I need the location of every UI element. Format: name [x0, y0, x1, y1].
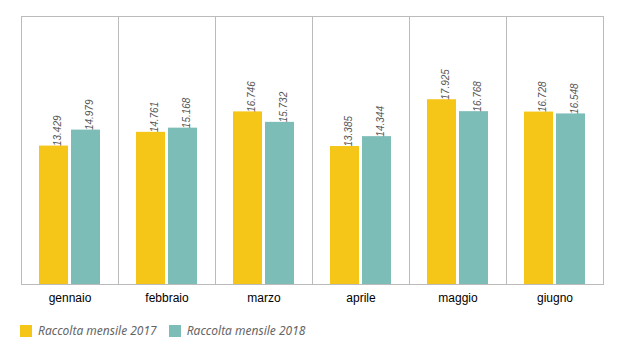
svg-text:aprile: aprile: [346, 291, 376, 305]
svg-text:14.979: 14.979: [84, 99, 95, 130]
svg-text:15.732: 15.732: [278, 91, 289, 122]
svg-text:13.385: 13.385: [343, 116, 354, 147]
svg-text:16.728: 16.728: [537, 81, 548, 112]
svg-text:marzo: marzo: [247, 291, 281, 305]
svg-text:16.548: 16.548: [569, 83, 580, 114]
svg-text:febbraio: febbraio: [145, 291, 189, 305]
svg-text:13.429: 13.429: [52, 115, 63, 146]
html-text:Raccolta mensile 2018: Raccolta mensile 2018: [186, 322, 306, 339]
svg-text:14.344: 14.344: [375, 106, 386, 137]
svg-text:16.768: 16.768: [472, 81, 483, 112]
svg-text:maggio: maggio: [438, 291, 478, 305]
svg-text:16.746: 16.746: [246, 81, 257, 112]
html-text:Raccolta mensile 2017: Raccolta mensile 2017: [38, 322, 157, 339]
svg-text:giugno: giugno: [537, 291, 573, 305]
svg-text:gennaio: gennaio: [49, 291, 92, 305]
svg-text:17.925: 17.925: [440, 69, 451, 100]
svg-text:14.761: 14.761: [149, 102, 160, 133]
svg-text:15.168: 15.168: [181, 97, 192, 128]
